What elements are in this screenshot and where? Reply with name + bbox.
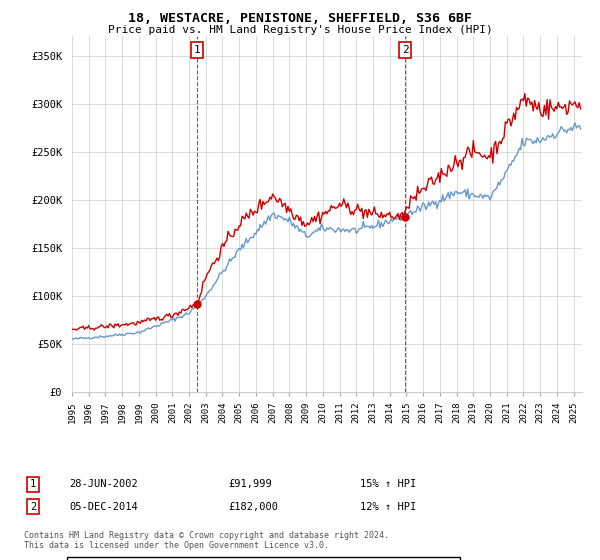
Text: 2: 2 [30,502,36,512]
Text: Contains HM Land Registry data © Crown copyright and database right 2024.
This d: Contains HM Land Registry data © Crown c… [24,531,389,550]
Text: 12% ↑ HPI: 12% ↑ HPI [360,502,416,512]
Legend: 18, WESTACRE, PENISTONE, SHEFFIELD, S36 6BF (detached house), HPI: Average price: 18, WESTACRE, PENISTONE, SHEFFIELD, S36 … [67,557,460,560]
Text: 1: 1 [30,479,36,489]
Text: 05-DEC-2014: 05-DEC-2014 [69,502,138,512]
Text: 1: 1 [194,45,200,55]
Text: £182,000: £182,000 [228,502,278,512]
Text: Price paid vs. HM Land Registry's House Price Index (HPI): Price paid vs. HM Land Registry's House … [107,25,493,35]
Text: 28-JUN-2002: 28-JUN-2002 [69,479,138,489]
Text: 2: 2 [402,45,409,55]
Text: 15% ↑ HPI: 15% ↑ HPI [360,479,416,489]
Text: £91,999: £91,999 [228,479,272,489]
Text: 18, WESTACRE, PENISTONE, SHEFFIELD, S36 6BF: 18, WESTACRE, PENISTONE, SHEFFIELD, S36 … [128,12,472,25]
